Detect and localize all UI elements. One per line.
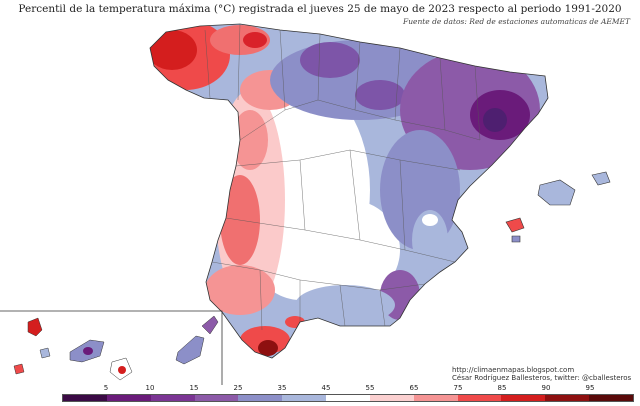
- legend-tick-label: 10: [145, 384, 155, 392]
- legend-colorbar: [62, 394, 634, 402]
- canary-inset-frame: [0, 310, 223, 385]
- legend-swatch: [63, 395, 107, 401]
- legend-tick-label: 65: [409, 384, 419, 392]
- credits: http://climaenmapas.blogspot.com César R…: [452, 366, 631, 382]
- legend-swatch: [589, 395, 633, 401]
- legend-swatch: [413, 395, 458, 401]
- mainland-field: [150, 24, 548, 358]
- legend-swatch: [106, 395, 151, 401]
- credits-author: César Rodríguez Ballesteros, twitter: @c…: [452, 374, 632, 382]
- legend-tick-label: 95: [585, 384, 595, 392]
- legend-tick-label: 85: [497, 384, 507, 392]
- canary-islands: [13, 315, 219, 381]
- legend-swatch: [457, 395, 502, 401]
- legend-swatch: [369, 395, 414, 401]
- legend-tick-label: 25: [233, 384, 243, 392]
- legend-swatch: [194, 395, 239, 401]
- balearic-islands: [505, 171, 611, 243]
- legend-tick-label: 15: [189, 384, 199, 392]
- legend-swatch: [545, 395, 590, 401]
- mainland-outline: [149, 23, 549, 359]
- legend-swatch: [326, 395, 370, 401]
- legend-swatch: [238, 395, 283, 401]
- legend-tick-label: 45: [321, 384, 331, 392]
- legend-swatch: [501, 395, 546, 401]
- legend-tick-label: 5: [103, 384, 109, 392]
- province-boundaries: [204, 23, 481, 331]
- credits-url: http://climaenmapas.blogspot.com: [452, 366, 575, 374]
- data-source: Fuente de datos: Red de estaciones autom…: [402, 17, 630, 26]
- legend-tick-label: 35: [277, 384, 287, 392]
- legend-tick-label: 90: [541, 384, 551, 392]
- legend-swatch: [150, 395, 195, 401]
- legend-tick-label: 75: [453, 384, 463, 392]
- legend-tick-label: 55: [365, 384, 375, 392]
- map-title: Percentil de la temperatura máxima (°C) …: [18, 3, 622, 15]
- legend-swatch: [282, 395, 327, 401]
